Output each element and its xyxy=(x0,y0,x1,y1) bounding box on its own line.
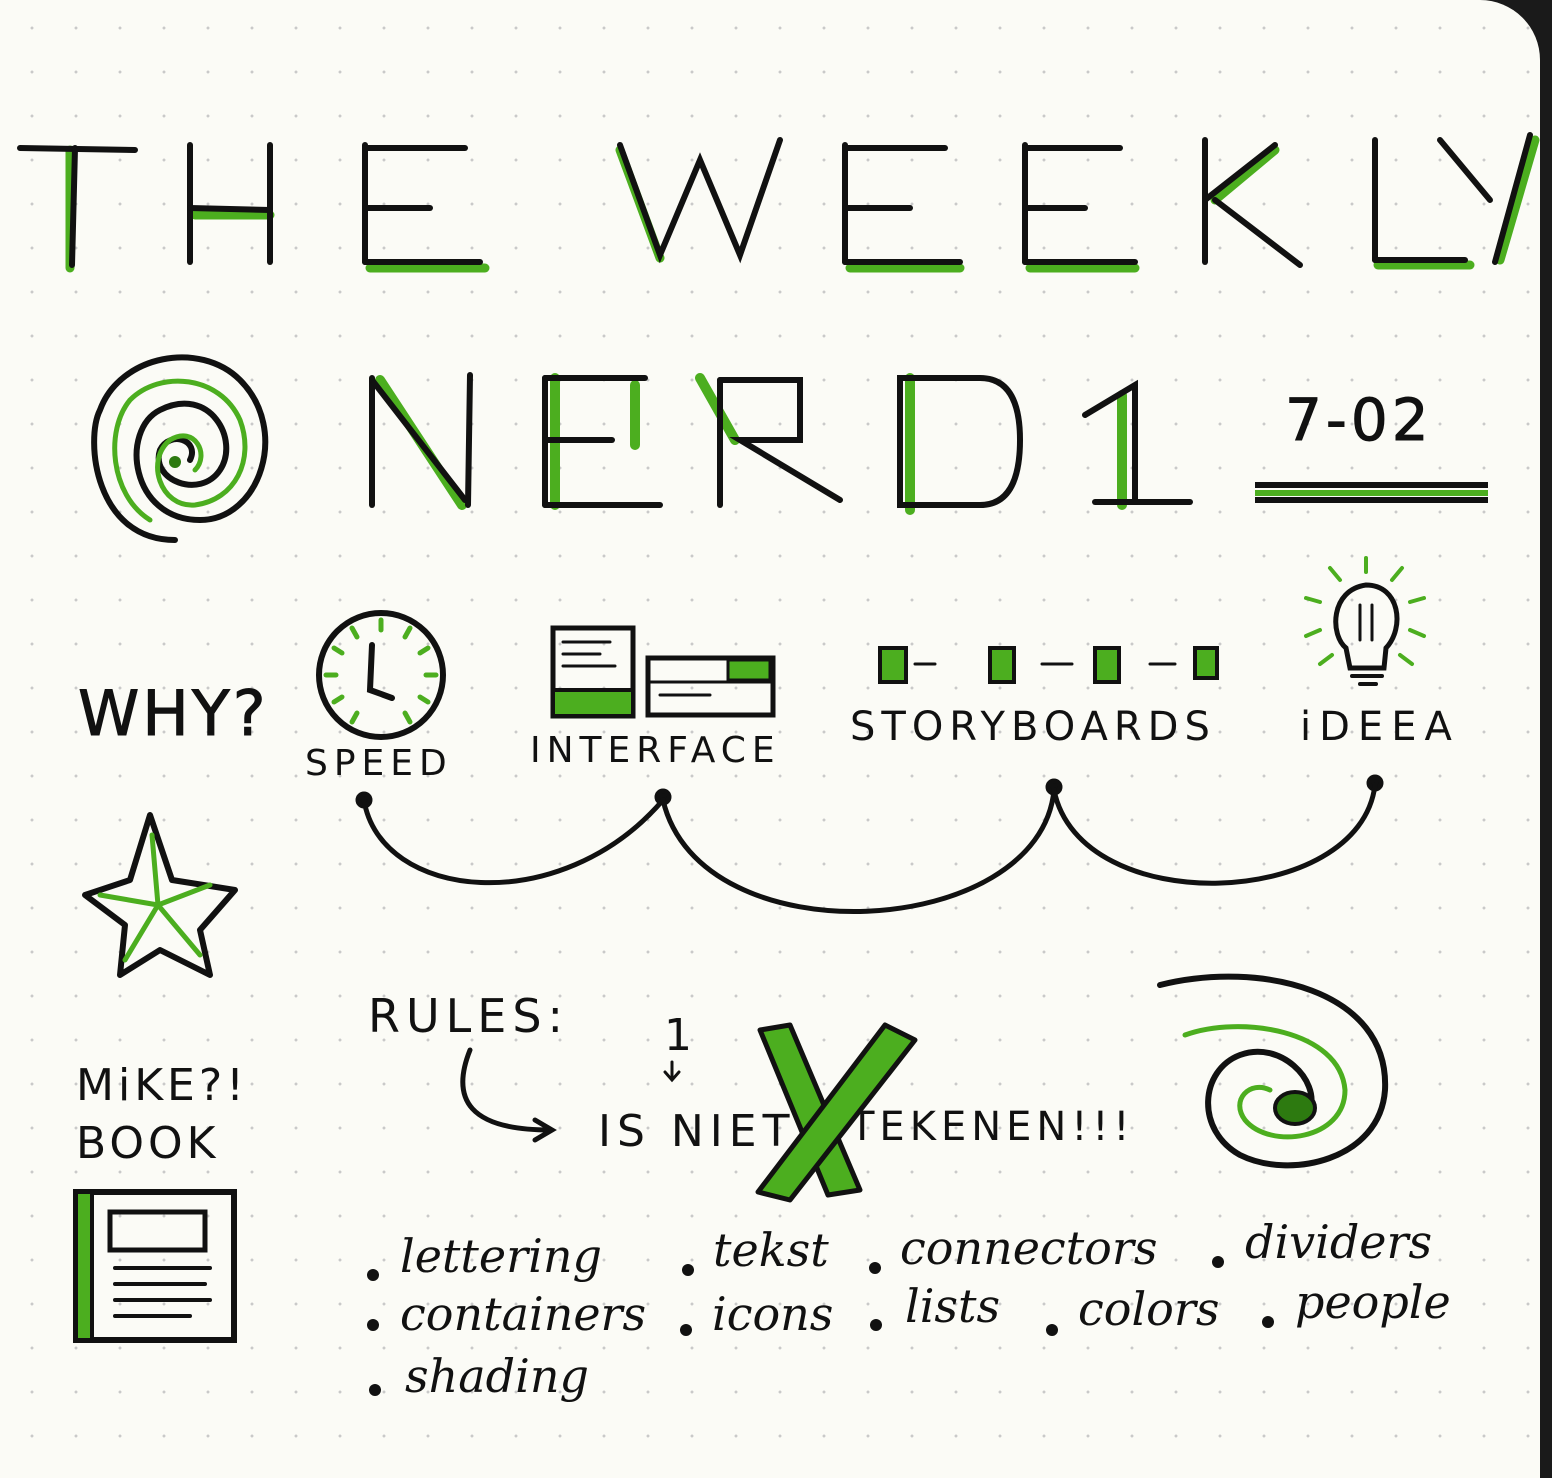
connector-arcs xyxy=(355,774,1384,914)
ideea-label: iDEEA xyxy=(1300,704,1460,750)
topic-item: tekst xyxy=(713,1223,829,1277)
why-label: WHY? xyxy=(78,677,269,750)
rule-text-before: IS NIET xyxy=(598,1106,795,1157)
topics-row-3: shading xyxy=(369,1349,589,1403)
date-block: 7-02 xyxy=(1255,386,1488,503)
topic-item: containers xyxy=(400,1287,646,1341)
rule-arrow xyxy=(460,1047,557,1143)
topics-row-2: containers icons lists colors people xyxy=(367,1275,1451,1341)
interface-label: INTERFACE xyxy=(530,730,781,771)
book-icon xyxy=(73,1189,237,1343)
topic-item: icons xyxy=(712,1287,833,1341)
topic-item: dividers xyxy=(1245,1215,1432,1269)
topic-item: people xyxy=(1295,1275,1451,1329)
lightbulb-icon xyxy=(1304,556,1426,686)
book-label: BOOK xyxy=(76,1118,220,1169)
spiral-right-icon xyxy=(1157,973,1389,1169)
topic-item: colors xyxy=(1078,1282,1219,1336)
cross-icon xyxy=(755,1022,918,1203)
rules-label: RULES: xyxy=(368,989,569,1043)
topics-list: lettering tekst connectors dividers cont… xyxy=(367,1215,1451,1403)
speed-label: SPEED xyxy=(305,743,453,784)
date-text: 7-02 xyxy=(1285,386,1433,454)
star-icon xyxy=(82,812,238,978)
interface-wireframe-icon xyxy=(550,625,776,719)
topic-item: lettering xyxy=(400,1229,602,1283)
rule-text-after: TEKENEN!!! xyxy=(849,1104,1134,1150)
topic-item: lists xyxy=(905,1279,1000,1333)
storyboards-label: STORYBOARDS xyxy=(850,704,1216,750)
rule-number: 1 xyxy=(664,1010,692,1061)
topic-item: shading xyxy=(405,1349,589,1403)
storyboard-frames-icon xyxy=(878,646,1219,684)
topics-row-1: lettering tekst connectors dividers xyxy=(367,1215,1432,1283)
topic-item: connectors xyxy=(900,1221,1157,1275)
title-line-2 xyxy=(369,372,1193,515)
title-line-1 xyxy=(17,132,1540,273)
clock-icon xyxy=(316,610,446,740)
mike-label: MiKE?! xyxy=(76,1060,248,1111)
spiral-icon xyxy=(91,354,269,543)
